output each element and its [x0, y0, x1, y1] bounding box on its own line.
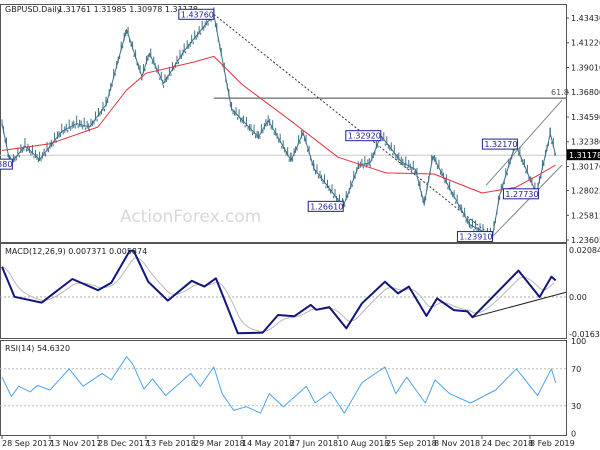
price-annotation-box — [456, 231, 493, 243]
macd-signal-line — [1, 257, 555, 332]
current-price-box — [567, 149, 600, 161]
moving-average-line — [1, 55, 556, 194]
price-annotation-box — [307, 200, 344, 212]
x-axis-label: 28 Dec 2017 — [98, 439, 149, 448]
price-panel-frame — [0, 4, 567, 243]
rsi-line — [1, 356, 557, 414]
price-line — [1, 13, 557, 238]
current-price-label: 1.31178 — [569, 151, 600, 160]
macd-line — [1, 249, 557, 335]
price-annotation-box — [502, 188, 539, 200]
x-axis-label: 24 Dec 2018 — [482, 439, 533, 448]
price-axis-label: 1.34590 — [571, 113, 600, 122]
rsi-title: RSI(14) 54.6320 — [5, 344, 70, 353]
macd-axis-label: 0.020848 — [569, 246, 600, 255]
price-axis-label: 1.30170 — [571, 162, 600, 171]
x-axis-label: 29 Mar 2018 — [194, 439, 245, 448]
rsi-axis-label: 100 — [571, 337, 586, 346]
price-annotation-label: 1.43760 — [181, 10, 214, 19]
macd-trendline — [472, 291, 567, 318]
price-axis-label: 1.25815 — [571, 211, 600, 220]
price-axis-label: 1.28025 — [571, 187, 600, 196]
channel-lower-line — [492, 164, 563, 237]
price-annotation-label: 1.27730 — [505, 190, 538, 199]
channel-upper-line — [485, 99, 563, 186]
price-annotation-label: 1.32920 — [348, 132, 381, 141]
rsi-axis-label: 0 — [571, 430, 576, 439]
fib-level-label: 61.8 — [551, 88, 569, 97]
price-annotation-label: 1.26610 — [310, 202, 343, 211]
price-annotation-box — [345, 130, 382, 142]
macd-panel-frame — [0, 243, 567, 339]
x-axis-label: 28 Sep 2017 — [2, 439, 53, 448]
macd-axis-label: -0.016389 — [569, 330, 600, 339]
x-axis-label: 27 Jun 2018 — [290, 439, 338, 448]
price-axis-label: 1.43430 — [571, 14, 600, 23]
macd-axis-label: 0.00 — [569, 293, 587, 302]
x-axis-label: 8 Nov 2018 — [434, 439, 480, 448]
price-annotation-box — [481, 138, 518, 150]
x-axis-label: 13 Feb 2018 — [146, 439, 196, 448]
x-axis-label: 13 Nov 2017 — [50, 439, 101, 448]
rsi-axis-label: 30 — [571, 402, 581, 411]
price-axis-label: 1.41220 — [571, 39, 600, 48]
price-annotation-label: 1.23910 — [459, 233, 492, 242]
x-axis-label: 25 Sep 2018 — [386, 439, 437, 448]
macd-title: MACD(12,26,9) 0.007371 0.005874 — [5, 247, 147, 256]
chart-header-ohlc: 1.31761 1.31985 1.30978 1.31178 — [58, 5, 198, 14]
watermark: ActionForex.com — [120, 207, 261, 227]
x-axis-label: 8 Feb 2019 — [530, 439, 575, 448]
x-axis-label: 10 Aug 2018 — [338, 439, 389, 448]
chart-header-symbol: GBPUSD.Daily — [5, 5, 62, 14]
rsi-panel-frame — [0, 340, 567, 436]
price-annotation-label: 1.32170 — [484, 140, 517, 149]
price-axis-label: 1.32380 — [571, 138, 600, 147]
price-annotation-box — [178, 8, 215, 20]
x-axis-label: 14 May 2018 — [242, 439, 294, 448]
price-axis-label: 1.36800 — [571, 88, 600, 97]
price-axis-label: 1.39010 — [571, 63, 600, 72]
dashed-trendline — [213, 13, 493, 237]
rsi-axis-label: 70 — [571, 365, 581, 374]
price-annotation-box — [0, 158, 13, 170]
price-axis-label: 1.23605 — [571, 236, 600, 245]
price-annotation-label: 1.30380 — [0, 160, 12, 169]
